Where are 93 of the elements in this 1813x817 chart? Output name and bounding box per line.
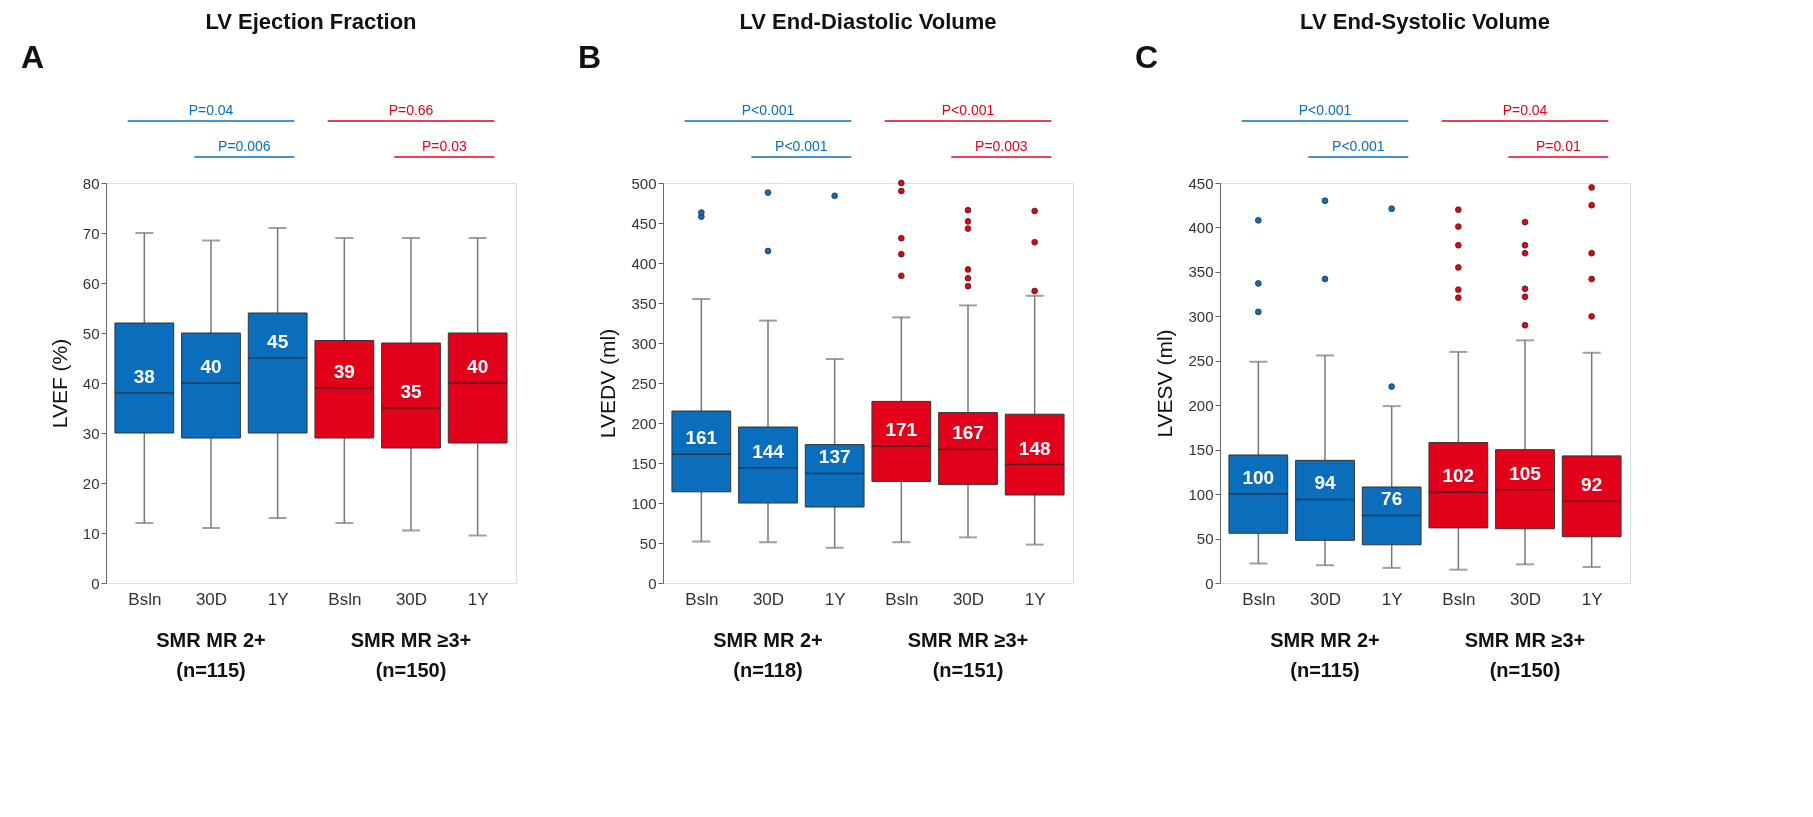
y-tick-label: 40 [82,374,100,392]
x-tick-label: 30D [952,589,985,609]
text: SMR MR ≥3+ (n=151) [907,629,1029,681]
x-tick-label: 1Y [467,589,489,609]
text: P=0.003 [975,138,1028,154]
x-tick-label: Bsln [885,589,919,609]
y-axis-title: LVEDV (ml) [596,328,620,439]
y-tick-label: 0 [648,574,657,592]
x-tick-label: 30D [395,589,428,609]
y-tick-label: 20 [82,474,100,492]
text: P=0.66 [388,102,434,118]
y-tick-label: 250 [1188,352,1214,370]
y-tick-label: 150 [631,454,657,472]
text: SMR MR 2+ (n=118) [713,629,823,681]
y-axis-title: LVEF (%) [47,338,71,429]
y-tick-label: 0 [1205,574,1214,592]
text: A [21,39,45,75]
text: P<0.001 [941,102,995,118]
text: SMR MR ≥3+ (n=150) [1464,629,1586,681]
x-tick-label: Bsln [1242,589,1276,609]
text: SMR MR 2+ (n=115) [156,629,266,681]
y-tick-label: 50 [1196,530,1214,548]
y-tick-label: 10 [82,524,100,542]
text: P<0.001 [741,102,795,118]
text: 40 [467,356,489,377]
x-tick-label: 30D [1509,589,1542,609]
chart-title: LV Ejection Fraction [205,9,417,34]
x-tick-label: 30D [1309,589,1342,609]
x-tick-label: 1Y [267,589,289,609]
text: P<0.001 [775,138,828,154]
text: P=0.04 [188,102,234,118]
text: 148 [1018,437,1051,459]
y-tick-label: 100 [1188,485,1214,503]
y-tick-label: 0 [91,574,100,592]
x-tick-label: Bsln [1442,589,1476,609]
text: 167 [952,422,984,444]
y-tick-label: 30 [82,424,100,442]
text: SMR MR 2+ (n=115) [1270,629,1380,681]
y-tick-label: 400 [1188,218,1214,236]
text: B [578,39,602,75]
y-tick-label: 250 [631,374,657,392]
y-tick-label: 60 [82,274,100,292]
x-tick-label: 1Y [824,589,846,609]
y-tick-label: 100 [631,494,657,512]
chart-title: LV End-Diastolic Volume [739,9,997,34]
y-tick-label: 200 [631,414,657,432]
text: 137 [818,446,851,468]
y-tick-label: 400 [631,254,657,272]
text: P=0.006 [218,138,271,154]
chart-title: LV End-Systolic Volume [1300,9,1550,34]
text: 38 [133,366,155,387]
text: 76 [1381,488,1403,510]
text: P<0.001 [1298,102,1352,118]
text: SMR MR ≥3+ (n=150) [350,629,472,681]
text: 100 [1242,467,1275,489]
y-tick-label: 80 [82,174,100,192]
y-tick-label: 70 [82,224,100,242]
y-tick-label: 350 [1188,263,1214,281]
x-tick-label: Bsln [685,589,719,609]
y-axis-title: LVESV (ml) [1153,329,1177,438]
y-tick-label: 300 [1188,307,1214,325]
text: 171 [885,419,918,441]
text: 40 [200,356,222,377]
x-tick-label: Bsln [128,589,162,609]
y-tick-label: 50 [82,324,100,342]
text: 35 [400,381,422,402]
text: P=0.03 [421,138,467,154]
y-tick-label: 450 [631,214,657,232]
text: P=0.04 [1502,102,1548,118]
text: 39 [333,361,355,382]
text: 105 [1509,462,1541,484]
text: 45 [267,331,289,352]
x-tick-label: Bsln [328,589,362,609]
x-tick-label: 1Y [1381,589,1403,609]
text: 144 [752,440,784,462]
y-tick-label: 200 [1188,396,1214,414]
x-tick-label: 1Y [1581,589,1603,609]
y-tick-label: 500 [631,174,657,192]
text: 102 [1442,465,1475,487]
x-tick-label: 30D [195,589,228,609]
y-tick-label: 300 [631,334,657,352]
x-tick-label: 30D [752,589,785,609]
text: P=0.01 [1535,138,1581,154]
y-tick-label: 50 [639,534,657,552]
y-tick-label: 450 [1188,174,1214,192]
y-tick-label: 150 [1188,441,1214,459]
y-tick-label: 350 [631,294,657,312]
text: P<0.001 [1332,138,1385,154]
text: 92 [1581,474,1603,496]
text: 161 [685,427,718,449]
text: C [1135,39,1159,75]
x-tick-label: 1Y [1024,589,1046,609]
text: 94 [1314,472,1336,494]
